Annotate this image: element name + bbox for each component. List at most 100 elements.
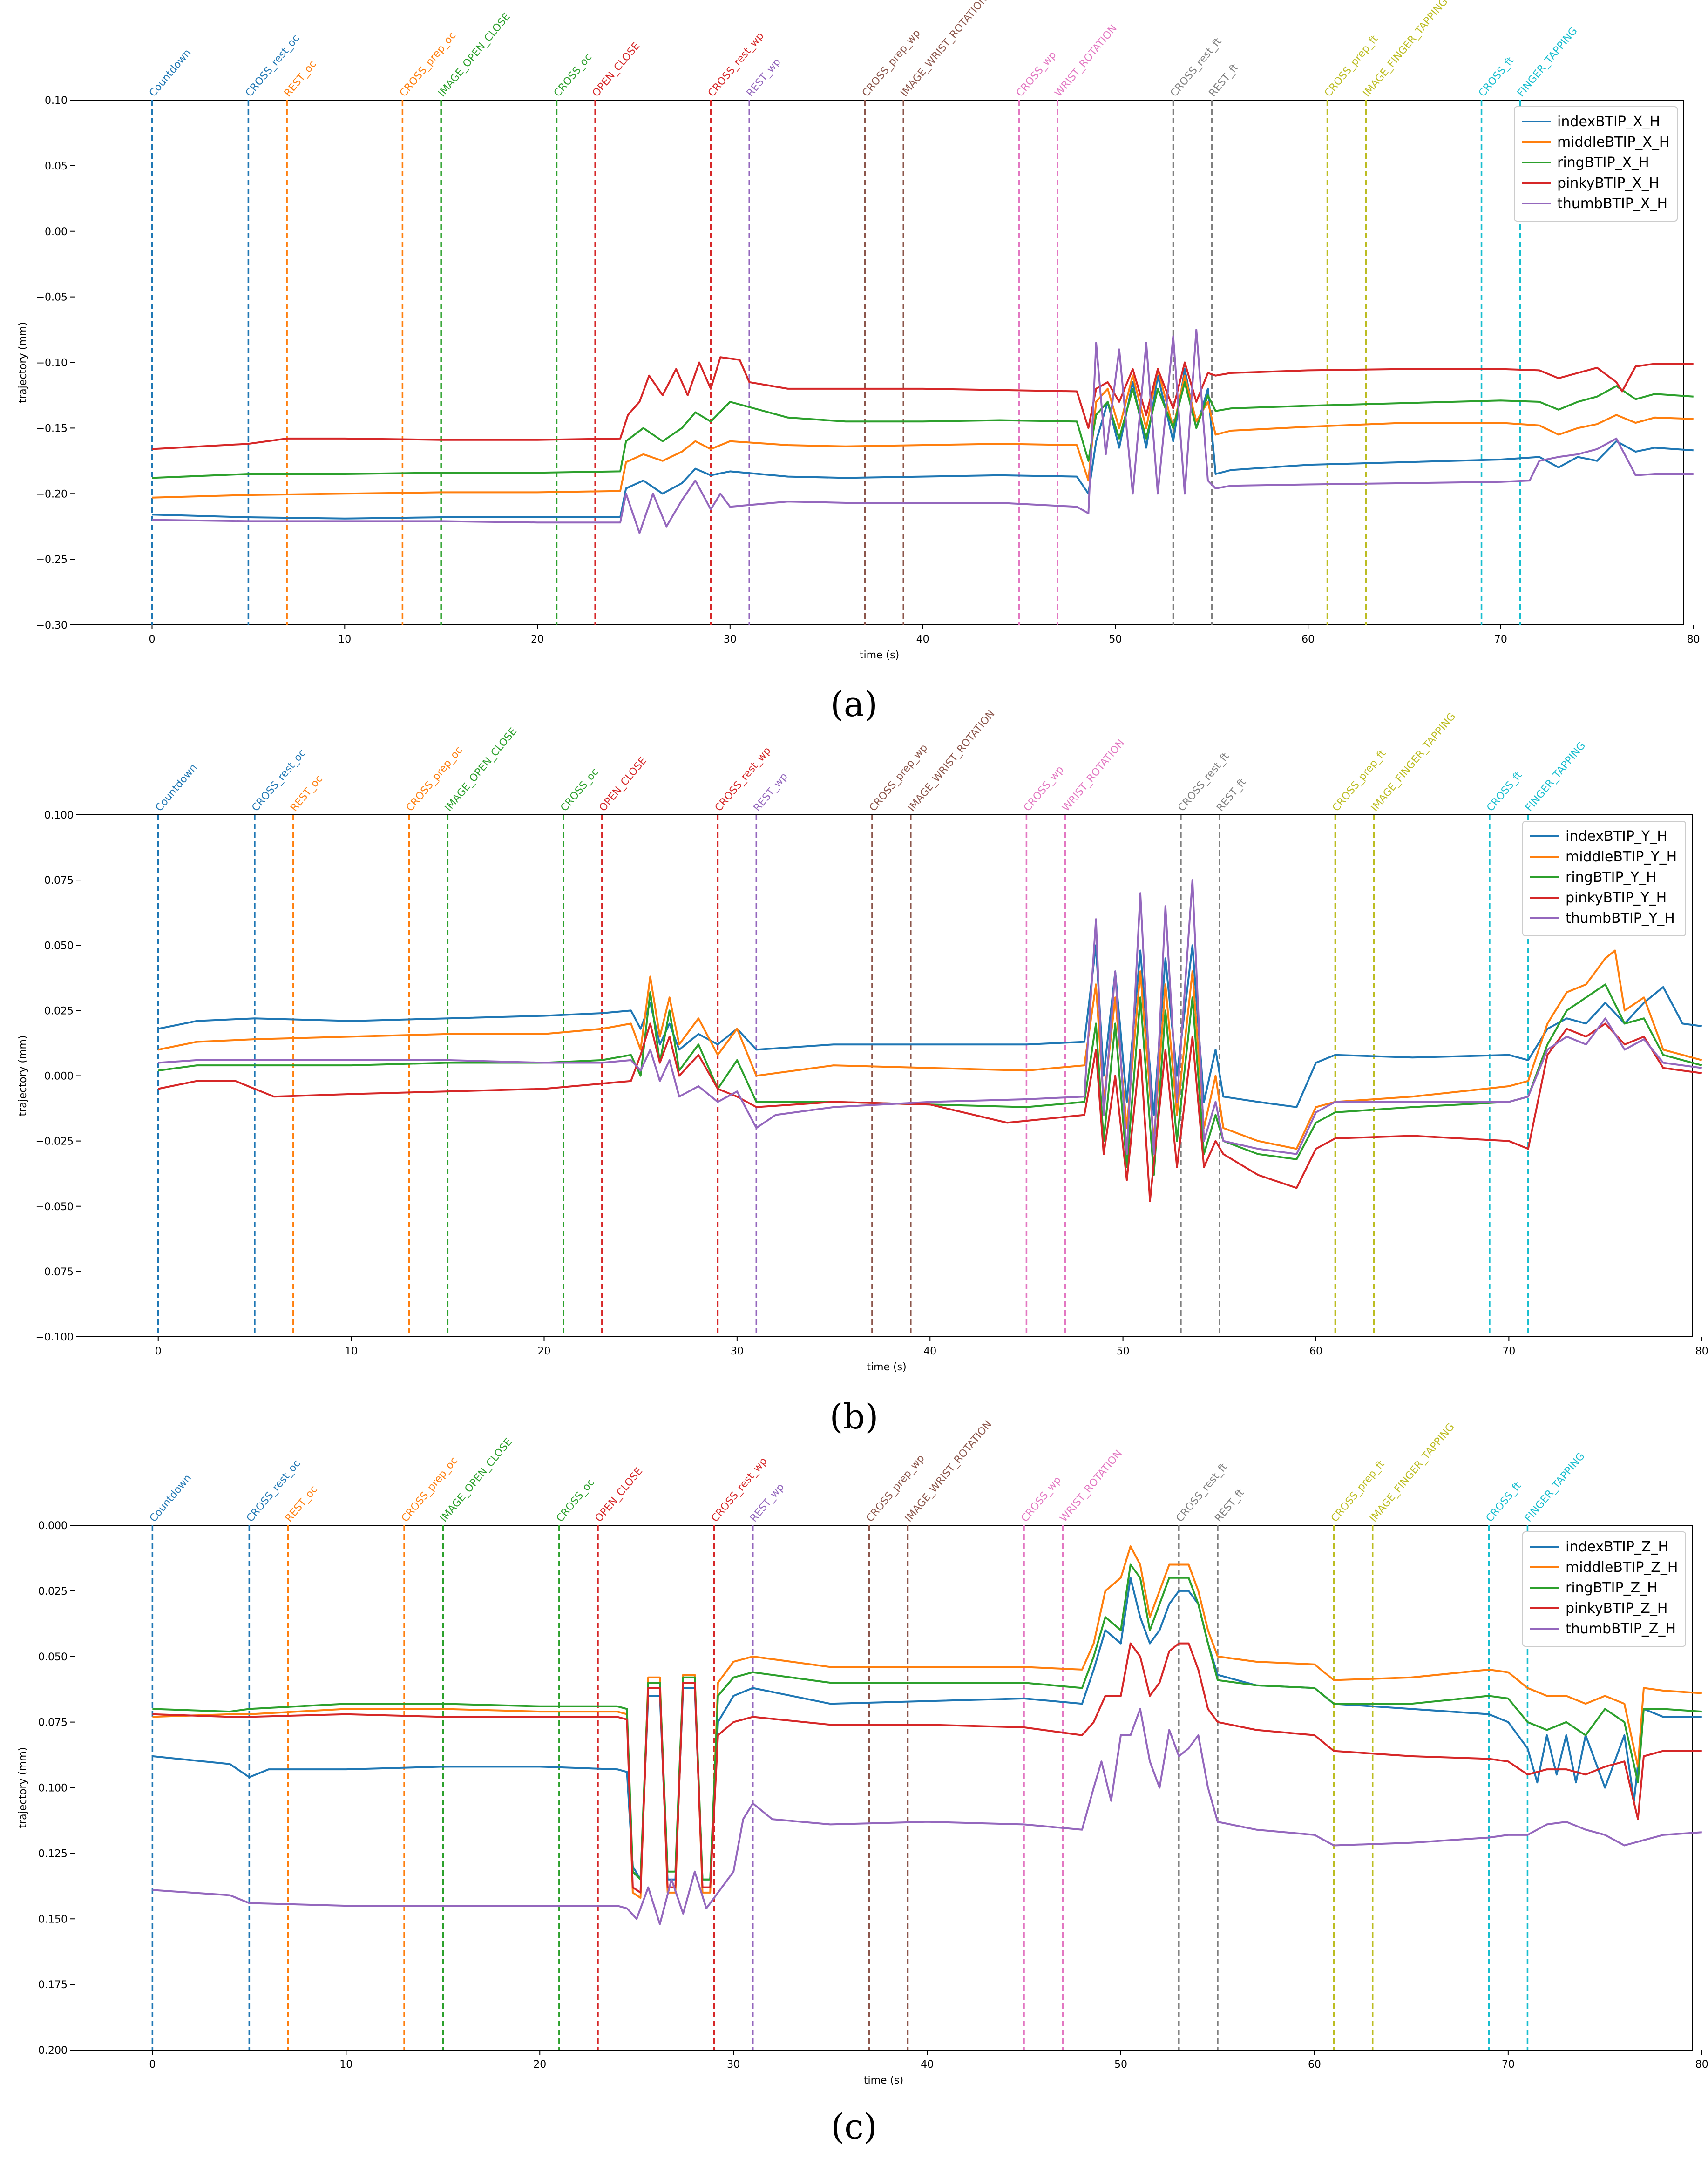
chart-panel-b: 0 10 20 30 40 50 60 70 80 −0.100 −0.075 −0.050 −0.02… bbox=[17, 708, 1708, 1437]
event-label: OPEN_CLOSE bbox=[593, 1466, 645, 1524]
chart-panel-a: 0 10 20 30 40 50 60 70 80 −0.30 −0.25 −0.20 −0.15 −0.… bbox=[0, 0, 1708, 724]
series-line bbox=[152, 1563, 1702, 1881]
y-tick-label: 0.025 bbox=[38, 1586, 68, 1597]
x-tick-label: 20 bbox=[533, 2059, 546, 2071]
series-line bbox=[152, 1642, 1702, 1894]
x-tick-label: 30 bbox=[724, 634, 737, 645]
y-tick-label: −0.100 bbox=[36, 1332, 74, 1343]
panel-label-b: (b) bbox=[829, 1397, 879, 1437]
y-axis-label: trajectory (mm) bbox=[17, 1035, 29, 1116]
y-axis-label: trajectory (mm) bbox=[17, 322, 29, 403]
x-axis-label: time (s) bbox=[864, 2075, 903, 2086]
x-tick-label: 40 bbox=[923, 1346, 936, 1357]
event-label: Countdown bbox=[148, 1472, 194, 1524]
event-label: FINGER_TAPPING bbox=[1523, 1450, 1587, 1524]
y-tick-label: 0.10 bbox=[45, 95, 68, 107]
y-tick-label: −0.05 bbox=[36, 292, 68, 304]
panel-label-c: (c) bbox=[831, 2107, 877, 2147]
y-tick-label: −0.050 bbox=[36, 1201, 74, 1213]
event-label: CROSS_ft bbox=[1484, 1480, 1524, 1524]
x-axis-label: time (s) bbox=[867, 1361, 906, 1373]
series-line bbox=[152, 368, 1694, 499]
legend-box bbox=[1514, 106, 1678, 222]
legend-item: ringBTIP_Y_H bbox=[1566, 869, 1656, 886]
y-tick-label: 0.125 bbox=[38, 1848, 68, 1860]
y-tick-label: 0.05 bbox=[45, 161, 68, 172]
x-tick-label: 80 bbox=[1695, 2059, 1708, 2071]
y-tick-label: −0.30 bbox=[36, 620, 68, 631]
x-tick-label: 80 bbox=[1687, 634, 1700, 645]
x-tick-label: 70 bbox=[1502, 1346, 1515, 1357]
legend-item: middleBTIP_Y_H bbox=[1566, 849, 1677, 865]
y-tick-label: 0.000 bbox=[44, 1071, 74, 1083]
y-tick-label: 0.050 bbox=[38, 1651, 68, 1663]
x-tick-label: 0 bbox=[155, 1346, 162, 1357]
y-tick-label: 0.000 bbox=[38, 1520, 68, 1532]
chart-a: 0 10 20 30 40 50 60 70 80 −0.30 −0.25 −0.20 −0.15 −0.… bbox=[17, 0, 1700, 661]
event-label: CROSS_wp bbox=[1019, 1475, 1064, 1524]
legend-item: indexBTIP_Y_H bbox=[1566, 828, 1667, 845]
series-line bbox=[152, 368, 1694, 520]
x-tick-label: 30 bbox=[727, 2059, 740, 2071]
legend-item: ringBTIP_Z_H bbox=[1566, 1580, 1658, 1596]
legend-item: thumbBTIP_Y_H bbox=[1566, 910, 1675, 927]
x-tick-label: 50 bbox=[1114, 2059, 1127, 2071]
legend-item: indexBTIP_Z_H bbox=[1566, 1539, 1668, 1555]
legend-item: pinkyBTIP_X_H bbox=[1557, 175, 1659, 191]
legend-item: pinkyBTIP_Z_H bbox=[1566, 1600, 1667, 1617]
x-tick-label: 60 bbox=[1301, 634, 1315, 645]
x-tick-label: 20 bbox=[537, 1346, 550, 1357]
event-label: CROSS_oc bbox=[554, 1477, 596, 1524]
series-line bbox=[158, 1022, 1702, 1202]
y-tick-label: −0.025 bbox=[36, 1136, 74, 1148]
x-tick-label: 60 bbox=[1309, 1346, 1322, 1357]
x-tick-label: 30 bbox=[731, 1346, 744, 1357]
series-line bbox=[152, 1545, 1702, 1899]
legend-item: middleBTIP_X_H bbox=[1557, 134, 1669, 150]
x-tick-label: 10 bbox=[339, 2059, 352, 2071]
x-tick-label: 60 bbox=[1308, 2059, 1321, 2071]
plot-frame bbox=[75, 1525, 1693, 2051]
chart-c: 0 10 20 30 40 50 60 70 80 0.000 0.025 0.050 0.075 0.1… bbox=[17, 1419, 1708, 2086]
legend-item: ringBTIP_X_H bbox=[1557, 155, 1649, 171]
y-tick-label: 0.075 bbox=[44, 875, 74, 887]
y-tick-label: −0.15 bbox=[36, 423, 68, 434]
y-tick-label: 0.150 bbox=[38, 1914, 68, 1925]
event-label: WRIST_ROTATION bbox=[1058, 1448, 1125, 1524]
event-label: REST_ft bbox=[1213, 1487, 1247, 1524]
chart-b: 0 10 20 30 40 50 60 70 80 −0.100 −0.075 −0.050 −0.02… bbox=[17, 708, 1708, 1373]
x-tick-label: 70 bbox=[1494, 634, 1507, 645]
legend-box bbox=[1522, 821, 1686, 936]
y-tick-label: −0.10 bbox=[36, 358, 68, 369]
series-line bbox=[158, 949, 1702, 1150]
x-tick-label: 50 bbox=[1117, 1346, 1130, 1357]
series-line bbox=[158, 944, 1702, 1116]
y-tick-label: 0.00 bbox=[45, 226, 68, 238]
series-line bbox=[152, 1577, 1702, 1881]
x-tick-label: 10 bbox=[338, 634, 351, 645]
series-line bbox=[152, 1708, 1702, 1925]
y-tick-label: 0.100 bbox=[44, 810, 74, 821]
y-tick-label: 0.050 bbox=[44, 940, 74, 952]
legend-item: middleBTIP_Z_H bbox=[1566, 1559, 1678, 1576]
y-tick-label: 0.200 bbox=[38, 2045, 68, 2057]
series-line bbox=[158, 879, 1702, 1155]
panel-label-a: (a) bbox=[830, 684, 878, 724]
x-tick-label: 10 bbox=[345, 1346, 358, 1357]
legend-item: indexBTIP_X_H bbox=[1557, 114, 1660, 130]
legend-item: pinkyBTIP_Y_H bbox=[1566, 890, 1667, 906]
y-tick-label: 0.075 bbox=[38, 1717, 68, 1729]
y-tick-label: −0.25 bbox=[36, 554, 68, 566]
y-tick-label: −0.20 bbox=[36, 488, 68, 500]
x-tick-label: 80 bbox=[1695, 1346, 1708, 1357]
y-axis-label: trajectory (mm) bbox=[17, 1747, 29, 1828]
x-tick-label: 40 bbox=[916, 634, 929, 645]
y-tick-label: −0.075 bbox=[36, 1266, 74, 1278]
event-label: REST_oc bbox=[283, 1483, 320, 1524]
series-line bbox=[152, 329, 1694, 534]
event-label: IMAGE_OPEN_CLOSE bbox=[438, 1436, 515, 1524]
x-axis-label: time (s) bbox=[860, 650, 899, 661]
x-tick-label: 50 bbox=[1109, 634, 1122, 645]
y-tick-label: 0.025 bbox=[44, 1005, 74, 1017]
